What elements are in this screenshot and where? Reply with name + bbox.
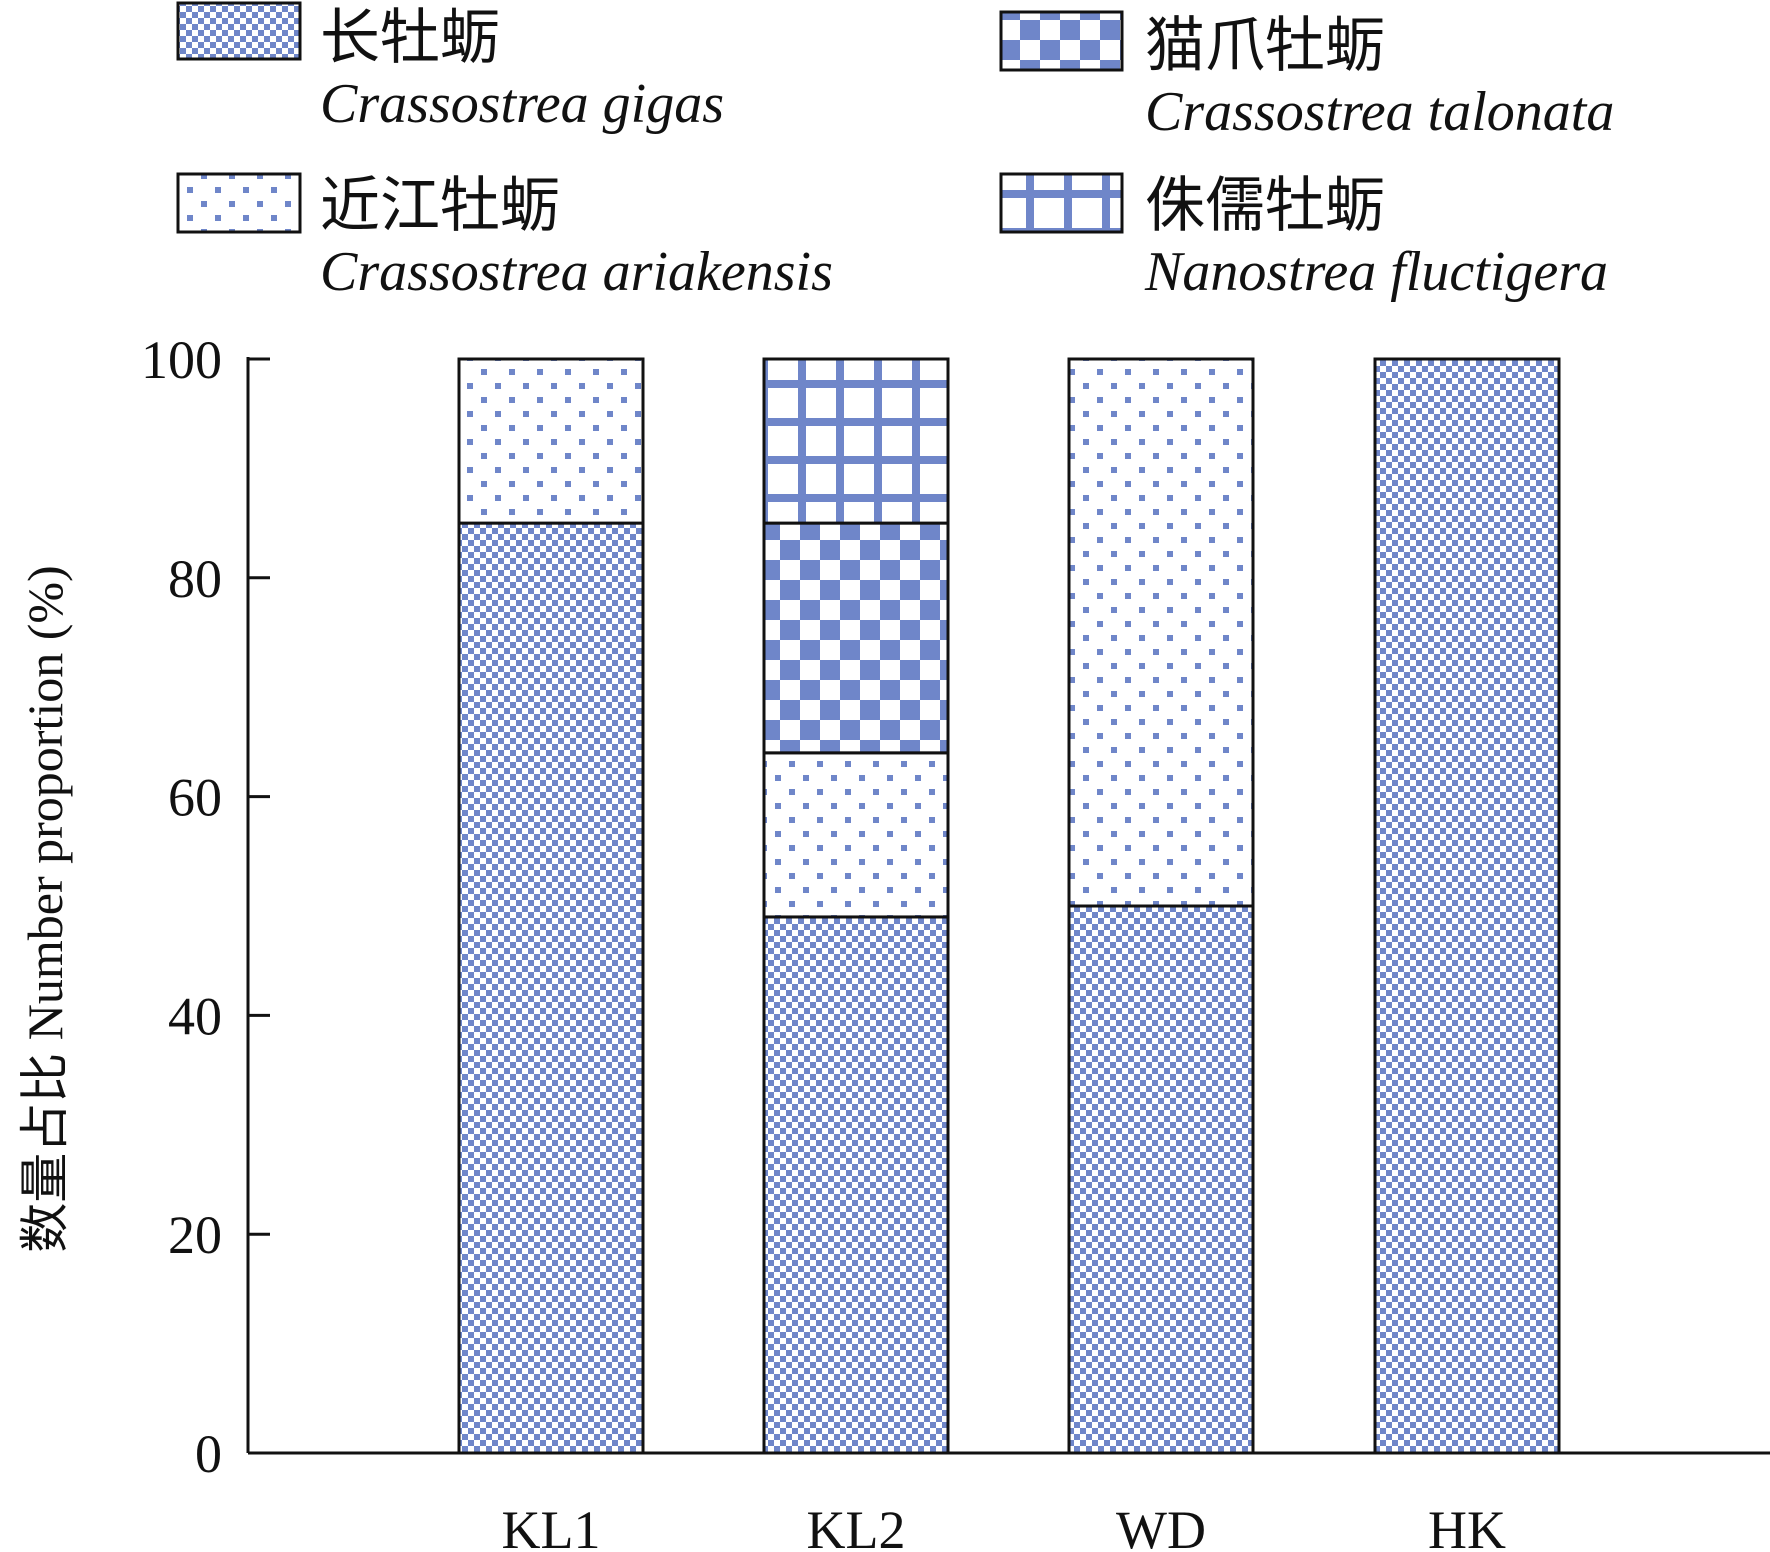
legend-item-ariakensis: 近江牡蛎 Crassostrea ariakensis <box>176 172 833 303</box>
bar-kl1-series-0 <box>457 521 645 1455</box>
legend-swatch-talonata <box>999 10 1124 72</box>
legend-item-fluctigera: 侏儒牡蛎 Nanostrea fluctigera <box>999 172 1608 303</box>
legend-label-latin-gigas: Crassostrea gigas <box>320 73 724 135</box>
bar-hk-series-0 <box>1373 357 1561 1455</box>
y-axis-title: 数量占比 Number proportion (%) <box>17 565 73 1252</box>
y-tick-label-20: 20 <box>168 1205 222 1265</box>
bar-kl2-series-1 <box>762 751 950 919</box>
bar-wd-series-1 <box>1067 357 1255 908</box>
legend: 长牡蛎 Crassostrea gigas 猫爪牡蛎 Crassostrea t… <box>176 1 1614 303</box>
bar-wd-series-0 <box>1067 904 1255 1455</box>
bar-kl1-series-1 <box>457 357 645 525</box>
y-axis: 0 20 40 60 80 100 <box>141 330 270 1484</box>
bar-kl2-series-0 <box>762 915 950 1455</box>
legend-label-latin-fluctigera: Nanostrea fluctigera <box>1144 241 1608 303</box>
y-tick-label-100: 100 <box>141 330 222 390</box>
legend-label-cn-talonata: 猫爪牡蛎 <box>1145 13 1385 79</box>
legend-swatch-gigas <box>176 1 302 61</box>
y-tick-label-40: 40 <box>168 986 222 1046</box>
y-tick-label-60: 60 <box>168 768 222 828</box>
legend-label-latin-talonata: Crassostrea talonata <box>1145 81 1614 143</box>
x-tick-label-kl2: KL2 <box>807 1500 906 1552</box>
x-tick-label-kl1: KL1 <box>502 1500 601 1552</box>
bars <box>457 357 1561 1455</box>
legend-label-cn-gigas: 长牡蛎 <box>320 5 500 71</box>
legend-label-cn-ariakensis: 近江牡蛎 <box>320 173 560 239</box>
x-axis: KL1 KL2 WD HK <box>248 1451 1770 1552</box>
legend-item-gigas: 长牡蛎 Crassostrea gigas <box>176 1 724 135</box>
bar-kl2-series-3 <box>762 357 950 525</box>
x-tick-label-hk: HK <box>1428 1500 1506 1552</box>
bar-kl2-series-2 <box>762 521 950 755</box>
legend-label-latin-ariakensis: Crassostrea ariakensis <box>320 241 833 303</box>
y-tick-label-0: 0 <box>195 1424 222 1484</box>
y-tick-label-80: 80 <box>168 549 222 609</box>
legend-swatch-ariakensis <box>176 172 302 234</box>
legend-label-cn-fluctigera: 侏儒牡蛎 <box>1145 173 1385 239</box>
x-tick-label-wd: WD <box>1116 1500 1206 1552</box>
legend-item-talonata: 猫爪牡蛎 Crassostrea talonata <box>999 10 1614 143</box>
legend-swatch-fluctigera <box>999 172 1124 234</box>
